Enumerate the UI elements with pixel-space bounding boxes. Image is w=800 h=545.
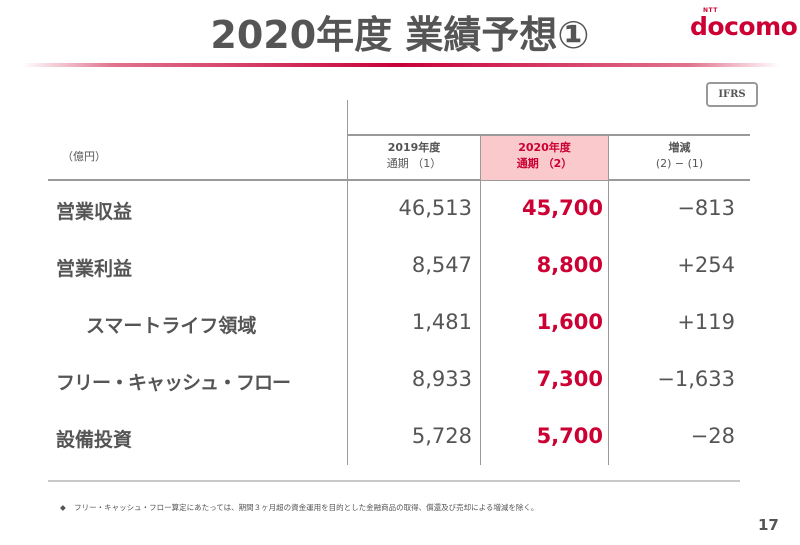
column-header-diff-line1: 増減 <box>668 141 691 154</box>
cell-fy2020-smart-life: 1,600 <box>536 310 603 334</box>
column-header-fy2020-line1: 2020年度 <box>518 141 571 154</box>
cell-fy2020-operating-revenue: 45,700 <box>521 196 603 220</box>
column-header-diff: 増減 (2) − (1) <box>609 136 750 180</box>
page-number: 17 <box>758 516 779 534</box>
column-header-fy2019-line1: 2019年度 <box>387 141 441 154</box>
cell-fy2019-capex: 5,728 <box>411 424 472 448</box>
row-label-free-cash-flow: フリー・キャッシュ・フロー <box>56 372 291 394</box>
ntt-logo-text: NTT <box>703 7 718 14</box>
unit-label: （億円） <box>62 150 106 163</box>
cell-fy2020-operating-profit: 8,800 <box>536 253 603 277</box>
column-header-fy2019: 2019年度 通期 （1） <box>348 136 480 180</box>
table-header-bottom-line <box>48 179 750 181</box>
row-label-operating-revenue: 営業収益 <box>56 201 133 223</box>
title-underline <box>22 63 780 67</box>
cell-diff-free-cash-flow: −1,633 <box>657 367 735 391</box>
row-label-smart-life: スマートライフ領域 <box>86 315 257 337</box>
cell-diff-smart-life: +119 <box>677 310 735 334</box>
cell-diff-capex: −28 <box>690 424 735 448</box>
cell-fy2020-free-cash-flow: 7,300 <box>536 367 603 391</box>
table-header-top-line <box>347 134 750 136</box>
row-label-capex: 設備投資 <box>56 429 133 451</box>
column-header-fy2020-line2: 通期 （2） <box>516 157 573 170</box>
cell-fy2019-operating-profit: 8,547 <box>411 253 472 277</box>
table-divider-left <box>347 100 348 465</box>
footnote: ◆ フリー・キャッシュ・フロー算定にあたっては、期間３ヶ月超の資金運用を目的とし… <box>60 502 538 513</box>
cell-fy2020-capex: 5,700 <box>536 424 603 448</box>
table-divider-col3 <box>608 134 609 465</box>
cell-fy2019-free-cash-flow: 8,933 <box>411 367 472 391</box>
ifrs-badge: IFRS <box>706 82 758 107</box>
footnote-text: フリー・キャッシュ・フロー算定にあたっては、期間３ヶ月超の資金運用を目的とした金… <box>74 503 539 512</box>
cell-diff-operating-profit: +254 <box>677 253 735 277</box>
diamond-bullet-icon: ◆ <box>60 503 66 512</box>
cell-fy2019-smart-life: 1,481 <box>411 310 472 334</box>
column-header-fy2020: 2020年度 通期 （2） <box>481 136 608 180</box>
table-bottom-line <box>48 480 740 482</box>
docomo-logo: NTT docomo <box>690 7 798 41</box>
cell-diff-operating-revenue: −813 <box>677 196 735 220</box>
cell-fy2019-operating-revenue: 46,513 <box>398 196 472 220</box>
page-title: 2020年度 業績予想① <box>210 13 590 57</box>
column-header-diff-line2: (2) − (1) <box>655 157 704 170</box>
docomo-logo-text: docomo <box>690 12 798 41</box>
table-divider-col2 <box>480 134 481 465</box>
column-header-fy2019-line2: 通期 （1） <box>386 157 442 170</box>
row-label-operating-profit: 営業利益 <box>56 258 133 280</box>
